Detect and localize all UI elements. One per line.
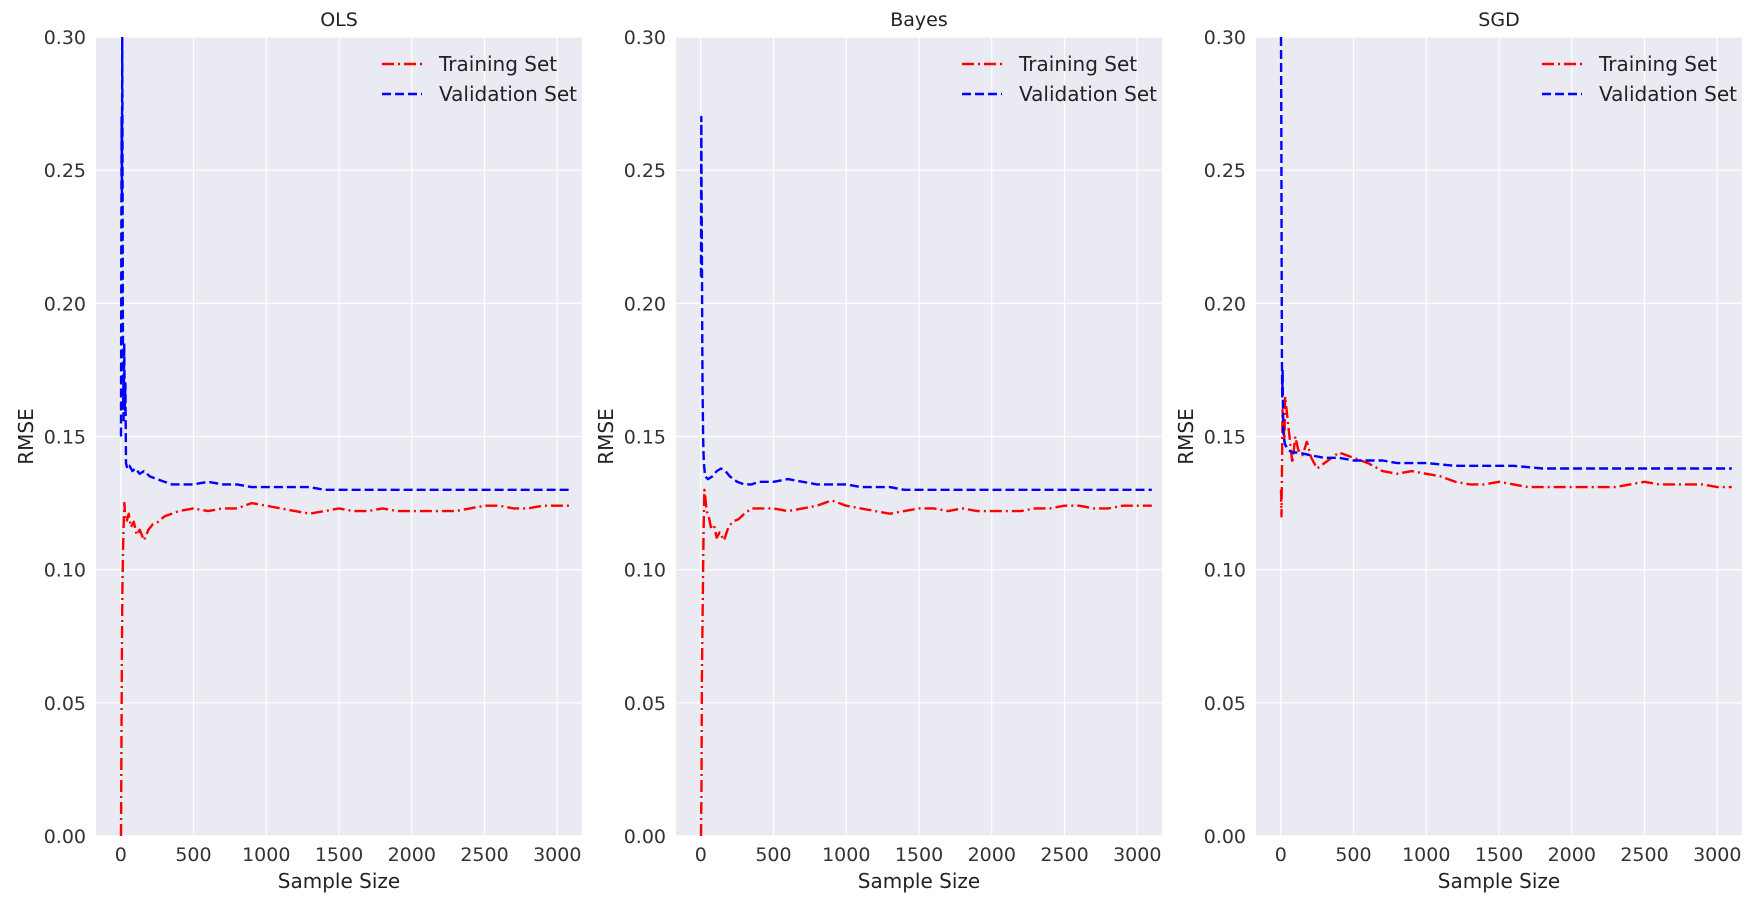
legend: Training Set Validation Set [1542, 52, 1737, 106]
y-tick-label: 0.20 [1204, 293, 1246, 315]
x-tick-label: 3000 [533, 844, 581, 866]
y-tick-label: 0.10 [44, 560, 86, 582]
y-tick-label: 0.20 [624, 293, 666, 315]
chart-title: OLS [320, 9, 358, 31]
x-tick-label: 0 [1275, 844, 1287, 866]
series-line-training [699, 488, 1152, 836]
legend-label: Training Set [1598, 52, 1717, 76]
y-tick-label: 0.25 [624, 160, 666, 182]
y-axis-label: RMSE [14, 408, 38, 464]
x-tick-label: 1000 [1402, 844, 1450, 866]
chart-panel-2: SGD 0 500 1000 1500 2000 2500 3000 0.00 0.05 0.10 0… [1174, 9, 1742, 893]
y-tick-label: 0.30 [1204, 27, 1246, 49]
x-tick-label: 0 [115, 844, 127, 866]
legend-label: Training Set [438, 52, 557, 76]
x-axis-label: Sample Size [1438, 869, 1560, 893]
x-tick-label: 1000 [822, 844, 870, 866]
legend-label: Training Set [1018, 52, 1137, 76]
legend-label: Validation Set [439, 82, 577, 106]
x-tick-label: 2000 [1548, 844, 1596, 866]
x-tick-label: 3000 [1693, 844, 1741, 866]
y-tick-label: 0.00 [1204, 826, 1246, 848]
chart-title: Bayes [890, 9, 948, 31]
legend: Training Set Validation Set [382, 52, 577, 106]
x-tick-label: 1000 [242, 844, 290, 866]
x-tick-label: 3000 [1113, 844, 1161, 866]
x-tick-label: 1500 [1475, 844, 1523, 866]
x-tick-label: 500 [755, 844, 791, 866]
x-tick-label: 500 [1335, 844, 1371, 866]
y-tick-label: 0.20 [44, 293, 86, 315]
legend-label: Validation Set [1019, 82, 1157, 106]
y-tick-label: 0.15 [624, 427, 666, 449]
chart-panel-0: OLS 0 500 1000 1500 2000 2500 3000 0.00 0.05 0.10 0… [14, 9, 582, 893]
y-tick-label: 0.05 [1204, 693, 1246, 715]
chart-panel-1: Bayes 0 500 1000 1500 2000 2500 3000 0.00 0.05 0.1… [594, 9, 1162, 893]
series-line-validation [699, 115, 1152, 491]
series-line-validation [119, 37, 572, 491]
x-axis-label: Sample Size [278, 869, 400, 893]
x-axis-label: Sample Size [858, 869, 980, 893]
y-tick-label: 0.15 [44, 427, 86, 449]
x-tick-label: 0 [695, 844, 707, 866]
y-axis-label: RMSE [594, 408, 618, 464]
series-line-validation [1279, 37, 1732, 470]
y-tick-label: 0.30 [624, 27, 666, 49]
legend: Training Set Validation Set [962, 52, 1157, 106]
y-tick-label: 0.30 [44, 27, 86, 49]
y-tick-label: 0.00 [44, 826, 86, 848]
y-tick-label: 0.10 [1204, 560, 1246, 582]
y-tick-label: 0.25 [1204, 160, 1246, 182]
legend-label: Validation Set [1599, 82, 1737, 106]
x-tick-label: 2000 [968, 844, 1016, 866]
x-tick-label: 1500 [895, 844, 943, 866]
y-tick-label: 0.00 [624, 826, 666, 848]
x-tick-label: 2500 [1620, 844, 1668, 866]
y-tick-label: 0.05 [44, 693, 86, 715]
series-line-training [119, 501, 572, 836]
x-tick-label: 2500 [460, 844, 508, 866]
chart-title: SGD [1478, 9, 1519, 31]
y-tick-label: 0.15 [1204, 427, 1246, 449]
y-axis-label: RMSE [1174, 408, 1198, 464]
x-tick-label: 1500 [315, 844, 363, 866]
y-tick-label: 0.25 [44, 160, 86, 182]
x-tick-label: 500 [175, 844, 211, 866]
y-tick-label: 0.10 [624, 560, 666, 582]
y-tick-label: 0.05 [624, 693, 666, 715]
series-line-training [1279, 395, 1732, 518]
x-tick-label: 2500 [1040, 844, 1088, 866]
x-tick-label: 2000 [388, 844, 436, 866]
